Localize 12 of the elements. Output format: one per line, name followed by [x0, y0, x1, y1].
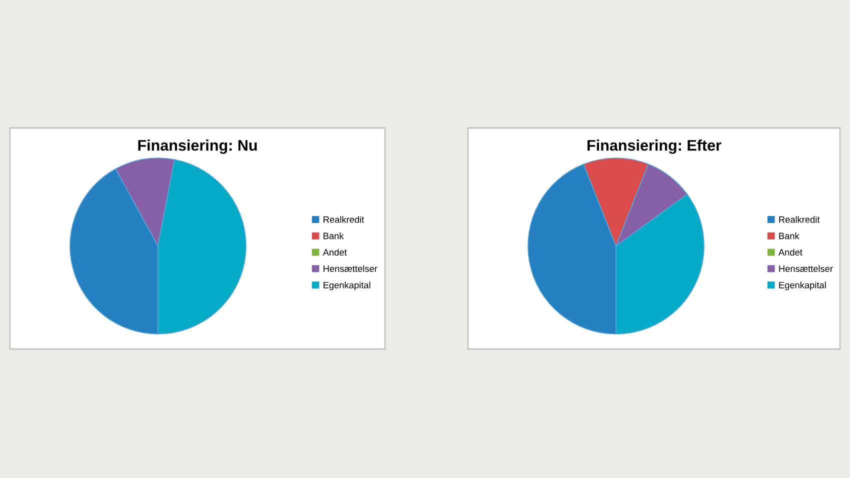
- legend-label: Egenkapital: [324, 282, 370, 290]
- legend-label: Bank: [779, 232, 800, 240]
- legend-label: Hensættelser: [779, 265, 833, 272]
- legend-label: Egenkapital: [779, 282, 826, 290]
- legend-label: Hensættelser: [324, 265, 378, 272]
- legend-label: Andet: [322, 248, 347, 256]
- chart-title: Finansiering: Nu: [138, 140, 257, 154]
- chart-title: Finansiering: Efter: [588, 140, 722, 154]
- legend-label: Andet: [778, 248, 802, 256]
- legend-label: Bank: [324, 232, 344, 240]
- legend-label: Realkredit: [324, 216, 364, 223]
- legend-label: Realkredit: [779, 216, 820, 223]
